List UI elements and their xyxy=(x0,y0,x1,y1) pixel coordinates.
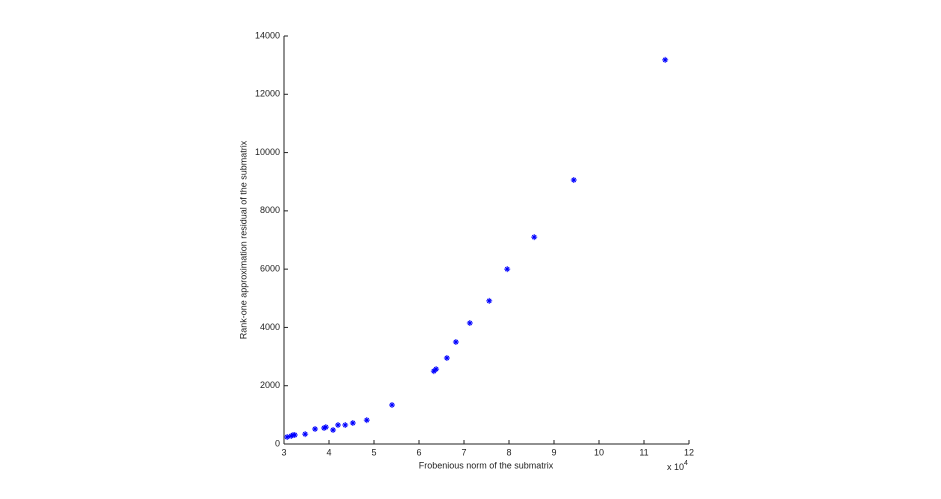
point xyxy=(330,427,337,434)
point xyxy=(288,432,295,439)
x-tick-label: 5 xyxy=(371,447,376,457)
point xyxy=(322,424,329,431)
y-tick-label: 6000 xyxy=(260,264,280,274)
x-tick-label: 9 xyxy=(551,447,556,457)
x-tick-label: 7 xyxy=(461,447,466,457)
y-tick-label: 12000 xyxy=(255,89,280,99)
point xyxy=(433,366,440,373)
point xyxy=(662,56,669,63)
point xyxy=(349,420,356,427)
x-tick-label: 3 xyxy=(281,447,286,457)
point xyxy=(443,355,450,362)
multiplier-exponent: 4 xyxy=(684,460,688,467)
point xyxy=(363,417,370,424)
y-tick-label: 0 xyxy=(275,438,280,448)
x-tick-label: 12 xyxy=(684,447,694,457)
point xyxy=(291,431,298,438)
x-multiplier: x 104 xyxy=(667,460,688,473)
point xyxy=(504,266,511,273)
x-tick-label: 8 xyxy=(506,447,511,457)
x-tick-label: 4 xyxy=(326,447,331,457)
point xyxy=(570,176,577,183)
y-tick-label: 8000 xyxy=(260,205,280,215)
y-tick-label: 14000 xyxy=(255,30,280,40)
y-tick-label: 10000 xyxy=(255,147,280,157)
point xyxy=(486,297,493,304)
point xyxy=(531,234,538,241)
point xyxy=(302,431,309,438)
point xyxy=(466,320,473,327)
x-tick-label: 6 xyxy=(416,447,421,457)
multiplier-base: x 10 xyxy=(667,462,684,472)
x-tick-label: 10 xyxy=(594,447,604,457)
point xyxy=(452,339,459,345)
x-tick-label: 11 xyxy=(639,447,648,457)
y-tick-label: 2000 xyxy=(260,380,280,390)
point xyxy=(430,368,437,375)
point xyxy=(389,401,395,408)
y-axis-label: Rank-one approximation residual of the s… xyxy=(238,140,248,339)
y-tick-label: 4000 xyxy=(260,322,280,332)
point xyxy=(342,422,349,429)
point xyxy=(312,425,319,432)
x-axis-label: Frobenious norm of the submatrix xyxy=(419,460,554,470)
point xyxy=(284,434,291,441)
point xyxy=(335,422,341,429)
point xyxy=(321,424,328,431)
